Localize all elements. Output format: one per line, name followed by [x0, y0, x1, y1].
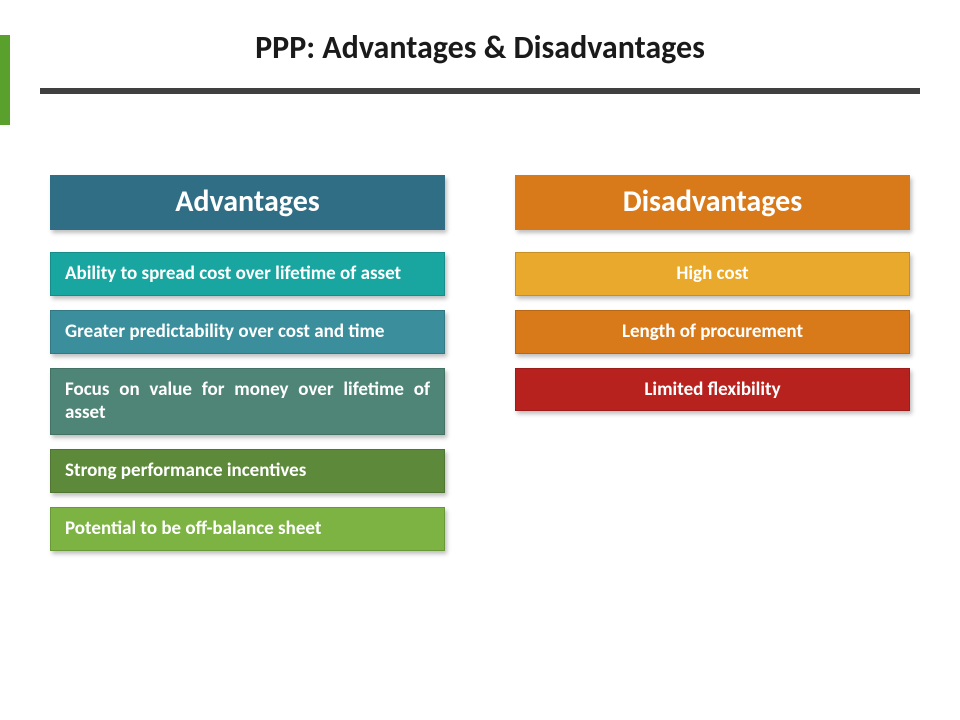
disadvantages-item: High cost: [515, 252, 910, 296]
disadvantages-item: Limited flexibility: [515, 368, 910, 412]
divider-rule: [40, 88, 920, 94]
columns: Advantages Ability to spread cost over li…: [50, 175, 910, 565]
disadvantages-item: Length of procurement: [515, 310, 910, 354]
slide: PPP: Advantages & Disadvantages Advantag…: [0, 0, 960, 720]
advantages-item: Ability to spread cost over lifetime of …: [50, 252, 445, 296]
advantages-item: Potential to be off-balance sheet: [50, 507, 445, 551]
advantages-item: Greater predictability over cost and tim…: [50, 310, 445, 354]
column-advantages: Advantages Ability to spread cost over li…: [50, 175, 445, 565]
disadvantages-header: Disadvantages: [515, 175, 910, 230]
column-disadvantages: Disadvantages High cost Length of procurem…: [515, 175, 910, 565]
advantages-header: Advantages: [50, 175, 445, 230]
page-title: PPP: Advantages & Disadvantages: [0, 28, 960, 67]
advantages-item: Strong performance incentives: [50, 449, 445, 493]
advantages-item: Focus on value for money over lifetime o…: [50, 368, 445, 436]
